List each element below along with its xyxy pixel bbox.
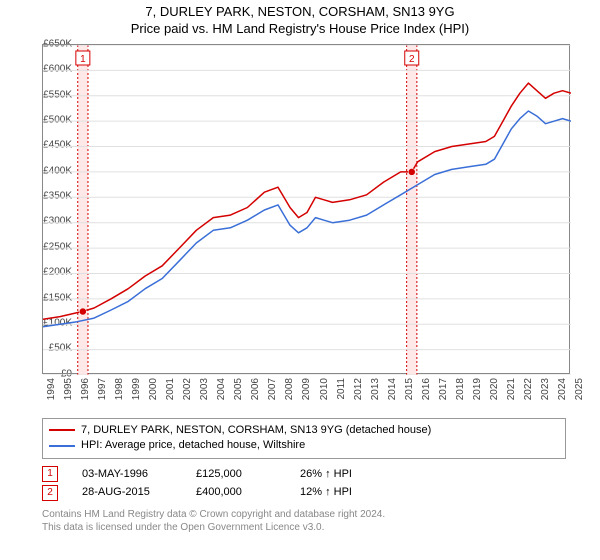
- x-tick-label: 2019: [472, 378, 483, 400]
- x-tick-label: 2025: [574, 378, 585, 400]
- x-tick-label: 1995: [63, 378, 74, 400]
- x-tick-label: 1994: [46, 378, 57, 400]
- sale-markers-table: 1 03-MAY-1996 £125,000 26% ↑ HPI 2 28-AU…: [42, 465, 592, 502]
- x-tick-label: 2022: [523, 378, 534, 400]
- x-tick-label: 2020: [489, 378, 500, 400]
- legend: 7, DURLEY PARK, NESTON, CORSHAM, SN13 9Y…: [42, 418, 566, 459]
- marker-badge-2: 2: [42, 485, 58, 501]
- legend-swatch-0: [49, 429, 75, 431]
- x-tick-label: 2023: [540, 378, 551, 400]
- x-tick-label: 2013: [370, 378, 381, 400]
- x-tick-label: 2011: [336, 378, 347, 400]
- x-tick-label: 2007: [267, 378, 278, 400]
- page-title-line-1: 7, DURLEY PARK, NESTON, CORSHAM, SN13 9Y…: [8, 4, 592, 21]
- page-title-line-2: Price paid vs. HM Land Registry's House …: [8, 21, 592, 38]
- marker-badge-1: 1: [42, 466, 58, 482]
- x-tick-label: 2015: [404, 378, 415, 400]
- x-tick-label: 1997: [97, 378, 108, 400]
- x-tick-label: 2005: [233, 378, 244, 400]
- marker-pct-0: 26% ↑ HPI: [300, 465, 352, 484]
- legend-swatch-1: [49, 445, 75, 447]
- page-container: 7, DURLEY PARK, NESTON, CORSHAM, SN13 9Y…: [0, 0, 600, 560]
- x-tick-label: 2012: [353, 378, 364, 400]
- x-tick-label: 2017: [438, 378, 449, 400]
- x-tick-label: 2006: [250, 378, 261, 400]
- legend-row-0: 7, DURLEY PARK, NESTON, CORSHAM, SN13 9Y…: [49, 423, 559, 438]
- x-tick-label: 2021: [506, 378, 517, 400]
- marker-date-1: 28-AUG-2015: [82, 483, 172, 502]
- x-tick-label: 2014: [387, 378, 398, 400]
- marker-price-0: £125,000: [196, 465, 276, 484]
- legend-label-0: 7, DURLEY PARK, NESTON, CORSHAM, SN13 9Y…: [81, 423, 431, 438]
- x-tick-label: 2004: [216, 378, 227, 400]
- x-tick-label: 2024: [557, 378, 568, 400]
- x-tick-label: 2002: [182, 378, 193, 400]
- x-tick-label: 1996: [80, 378, 91, 400]
- chart-plot: 12: [42, 44, 570, 374]
- chart-svg: 12: [43, 45, 571, 375]
- attribution-line-1: Contains HM Land Registry data © Crown c…: [42, 508, 592, 521]
- svg-text:2: 2: [409, 54, 415, 65]
- marker-pct-1: 12% ↑ HPI: [300, 483, 352, 502]
- x-tick-label: 1999: [131, 378, 142, 400]
- legend-row-1: HPI: Average price, detached house, Wilt…: [49, 438, 559, 453]
- table-row: 1 03-MAY-1996 £125,000 26% ↑ HPI: [42, 465, 592, 484]
- x-tick-label: 1998: [114, 378, 125, 400]
- x-tick-label: 2018: [455, 378, 466, 400]
- x-tick-label: 2009: [301, 378, 312, 400]
- legend-label-1: HPI: Average price, detached house, Wilt…: [81, 438, 305, 453]
- attribution: Contains HM Land Registry data © Crown c…: [42, 508, 592, 534]
- marker-date-0: 03-MAY-1996: [82, 465, 172, 484]
- chart-area: £0£50K£100K£150K£200K£250K£300K£350K£400…: [42, 44, 600, 414]
- x-tick-label: 2003: [199, 378, 210, 400]
- x-tick-label: 2010: [319, 378, 330, 400]
- svg-text:1: 1: [80, 54, 86, 65]
- attribution-line-2: This data is licensed under the Open Gov…: [42, 521, 592, 534]
- x-tick-label: 2000: [148, 378, 159, 400]
- x-tick-label: 2016: [421, 378, 432, 400]
- x-tick-label: 2008: [284, 378, 295, 400]
- marker-price-1: £400,000: [196, 483, 276, 502]
- x-tick-label: 2001: [165, 378, 176, 400]
- table-row: 2 28-AUG-2015 £400,000 12% ↑ HPI: [42, 483, 592, 502]
